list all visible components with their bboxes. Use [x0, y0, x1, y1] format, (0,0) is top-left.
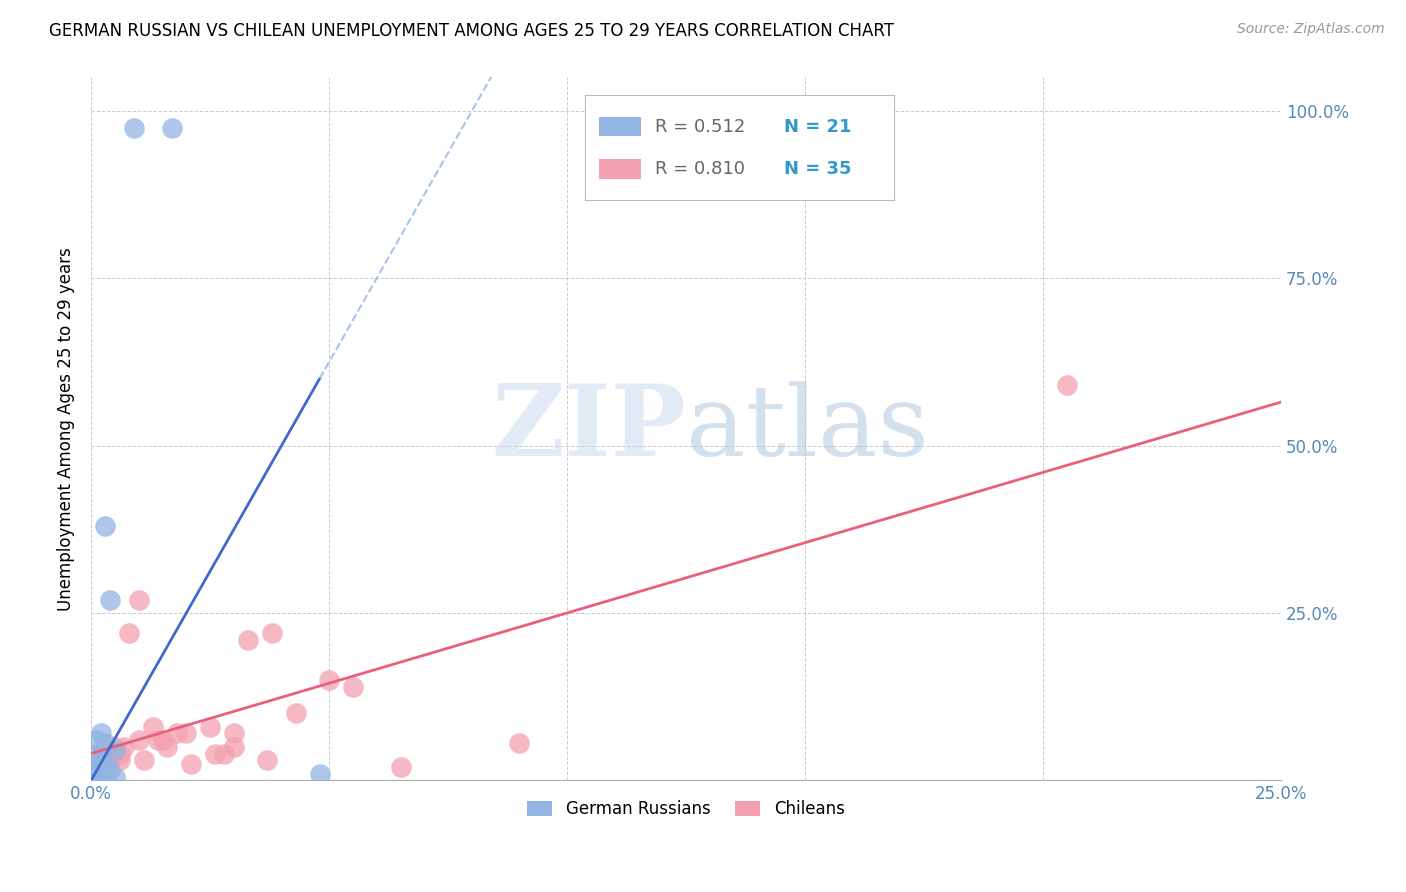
Y-axis label: Unemployment Among Ages 25 to 29 years: Unemployment Among Ages 25 to 29 years — [58, 247, 75, 611]
Point — [84, 766, 107, 780]
Point — [90, 760, 112, 774]
Point — [84, 764, 107, 778]
Text: N = 35: N = 35 — [783, 160, 851, 178]
FancyBboxPatch shape — [599, 117, 641, 136]
Point — [118, 626, 141, 640]
Point — [84, 756, 107, 771]
Text: R = 0.810: R = 0.810 — [655, 160, 745, 178]
Point — [318, 673, 340, 687]
Point — [108, 753, 131, 767]
Point — [142, 720, 165, 734]
Point — [90, 753, 112, 767]
Point — [160, 120, 183, 135]
FancyBboxPatch shape — [585, 95, 894, 201]
Legend: German Russians, Chileans: German Russians, Chileans — [520, 793, 852, 825]
Point — [104, 747, 127, 761]
Point — [114, 739, 136, 754]
Point — [98, 764, 121, 778]
Point — [308, 766, 330, 780]
Point — [122, 120, 145, 135]
Point — [84, 768, 107, 782]
Point — [94, 753, 117, 767]
Point — [198, 720, 221, 734]
Point — [98, 753, 121, 767]
Point — [166, 726, 188, 740]
Text: R = 0.512: R = 0.512 — [655, 118, 745, 136]
Point — [128, 733, 150, 747]
Point — [180, 756, 202, 771]
Point — [94, 768, 117, 782]
Point — [98, 753, 121, 767]
Text: GERMAN RUSSIAN VS CHILEAN UNEMPLOYMENT AMONG AGES 25 TO 29 YEARS CORRELATION CHA: GERMAN RUSSIAN VS CHILEAN UNEMPLOYMENT A… — [49, 22, 894, 40]
Point — [146, 733, 169, 747]
Text: N = 21: N = 21 — [783, 118, 851, 136]
Point — [152, 733, 174, 747]
Point — [260, 626, 283, 640]
Point — [108, 747, 131, 761]
Point — [132, 753, 155, 767]
Point — [90, 726, 112, 740]
Point — [90, 750, 112, 764]
Point — [94, 519, 117, 533]
Point — [342, 680, 364, 694]
Point — [94, 760, 117, 774]
Point — [1056, 378, 1078, 392]
Point — [204, 747, 226, 761]
Point — [104, 739, 127, 754]
Point — [222, 739, 245, 754]
Point — [508, 737, 530, 751]
Point — [94, 747, 117, 761]
Point — [214, 747, 236, 761]
Text: Source: ZipAtlas.com: Source: ZipAtlas.com — [1237, 22, 1385, 37]
Point — [128, 592, 150, 607]
Point — [156, 739, 179, 754]
Point — [222, 726, 245, 740]
Point — [238, 632, 260, 647]
FancyBboxPatch shape — [599, 159, 641, 178]
Point — [284, 706, 307, 721]
Text: atlas: atlas — [686, 381, 929, 476]
Point — [84, 766, 107, 780]
Point — [94, 737, 117, 751]
Point — [176, 726, 198, 740]
Text: ZIP: ZIP — [491, 380, 686, 477]
Point — [98, 592, 121, 607]
Point — [104, 770, 127, 784]
Point — [256, 753, 278, 767]
Point — [84, 733, 107, 747]
Point — [84, 747, 107, 761]
Point — [389, 760, 412, 774]
Point — [104, 743, 127, 757]
